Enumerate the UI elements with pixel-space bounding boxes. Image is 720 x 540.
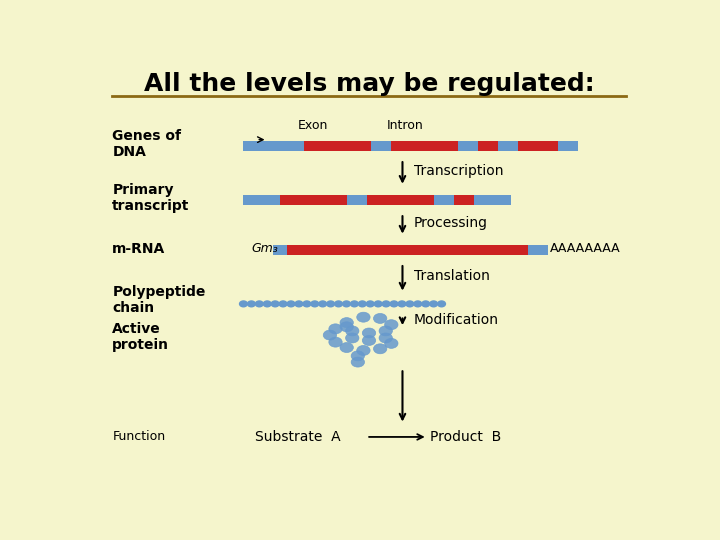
Bar: [280, 195, 347, 205]
Circle shape: [359, 301, 366, 307]
Circle shape: [406, 301, 414, 307]
Circle shape: [323, 330, 337, 340]
Bar: [371, 141, 391, 151]
Circle shape: [362, 328, 376, 338]
Circle shape: [438, 301, 446, 307]
Circle shape: [379, 326, 392, 336]
Circle shape: [356, 346, 370, 355]
Text: AAAAAAAA: AAAAAAAA: [550, 242, 621, 255]
Circle shape: [430, 301, 438, 307]
Bar: [273, 245, 287, 255]
Text: Polypeptide
chain: Polypeptide chain: [112, 285, 206, 315]
Circle shape: [343, 301, 351, 307]
Text: Exon: Exon: [298, 119, 328, 132]
Circle shape: [384, 339, 398, 348]
Bar: [474, 195, 511, 205]
Text: Modification: Modification: [414, 313, 499, 327]
Circle shape: [390, 301, 398, 307]
Circle shape: [379, 333, 392, 343]
Bar: [518, 141, 558, 151]
Circle shape: [384, 320, 398, 329]
Text: All the levels may be regulated:: All the levels may be regulated:: [144, 71, 594, 96]
Circle shape: [374, 344, 387, 354]
Text: Primary
transcript: Primary transcript: [112, 183, 189, 213]
Circle shape: [329, 324, 342, 334]
Text: Transcription: Transcription: [414, 164, 503, 178]
Circle shape: [382, 301, 390, 307]
Circle shape: [287, 301, 295, 307]
Circle shape: [279, 301, 287, 307]
Circle shape: [340, 342, 354, 353]
Circle shape: [374, 313, 387, 323]
Bar: [458, 141, 478, 151]
Text: Active
protein: Active protein: [112, 322, 169, 352]
Bar: [498, 141, 518, 151]
Circle shape: [351, 301, 359, 307]
Circle shape: [346, 326, 359, 336]
Circle shape: [351, 357, 364, 367]
Bar: [558, 141, 578, 151]
Bar: [243, 195, 280, 205]
Text: Gm₃: Gm₃: [252, 242, 279, 255]
Bar: [304, 141, 371, 151]
Circle shape: [327, 301, 335, 307]
Circle shape: [346, 333, 359, 343]
Circle shape: [319, 301, 327, 307]
Circle shape: [374, 301, 382, 307]
Bar: [367, 195, 434, 205]
Bar: [454, 195, 474, 205]
Circle shape: [295, 301, 303, 307]
Circle shape: [335, 301, 343, 307]
Circle shape: [271, 301, 279, 307]
Circle shape: [340, 318, 354, 328]
Circle shape: [303, 301, 311, 307]
Text: Product  B: Product B: [431, 430, 502, 444]
Bar: [434, 195, 454, 205]
Circle shape: [356, 312, 370, 322]
Bar: [391, 141, 458, 151]
Bar: [243, 141, 304, 151]
Circle shape: [256, 301, 264, 307]
Text: Genes of
DNA: Genes of DNA: [112, 129, 181, 159]
Circle shape: [351, 351, 364, 361]
Circle shape: [414, 301, 422, 307]
Circle shape: [362, 335, 376, 346]
Circle shape: [340, 322, 354, 332]
Bar: [528, 245, 548, 255]
Bar: [287, 245, 528, 255]
Text: m-RNA: m-RNA: [112, 241, 166, 255]
Circle shape: [398, 301, 406, 307]
Text: Function: Function: [112, 430, 166, 443]
Text: Intron: Intron: [387, 119, 423, 132]
Bar: [347, 195, 367, 205]
Circle shape: [329, 337, 342, 347]
Text: Translation: Translation: [414, 269, 490, 284]
Circle shape: [240, 301, 248, 307]
Bar: [478, 141, 498, 151]
Circle shape: [248, 301, 256, 307]
Circle shape: [311, 301, 319, 307]
Circle shape: [422, 301, 430, 307]
Circle shape: [366, 301, 374, 307]
Circle shape: [264, 301, 271, 307]
Text: Processing: Processing: [414, 216, 487, 230]
Text: Substrate  A: Substrate A: [255, 430, 341, 444]
